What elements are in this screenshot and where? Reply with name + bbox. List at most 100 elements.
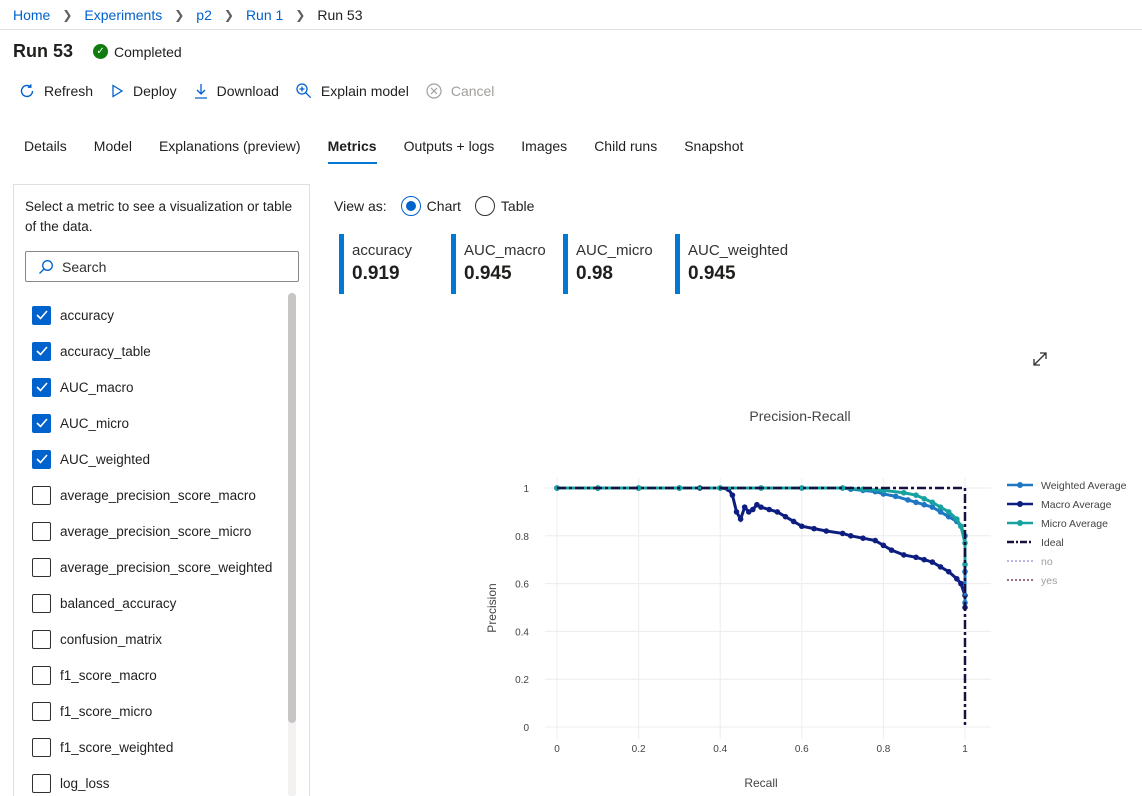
metric-item[interactable]: f1_score_macro	[32, 657, 292, 693]
refresh-icon	[20, 84, 34, 98]
y-tick-label: 1	[523, 484, 529, 495]
tab-model[interactable]: Model	[93, 138, 132, 154]
view-as-group: View as: Chart Table	[334, 196, 534, 216]
data-point	[839, 530, 846, 537]
metric-checkbox[interactable]	[32, 593, 51, 613]
metric-checkbox[interactable]	[32, 665, 51, 685]
search-icon	[39, 259, 53, 274]
search-input[interactable]: Search	[25, 251, 299, 282]
legend-marker	[1017, 501, 1023, 507]
metric-item[interactable]: AUC_macro	[32, 369, 292, 405]
tab-child-runs[interactable]: Child runs	[594, 138, 658, 154]
cancel-button[interactable]: Cancel	[425, 82, 495, 100]
metric-item[interactable]: log_loss	[32, 765, 292, 796]
metric-label: log_loss	[60, 775, 110, 791]
data-point	[823, 528, 830, 534]
cancel-icon	[426, 83, 442, 99]
metric-checkbox[interactable]	[32, 737, 51, 757]
radio-chart[interactable]	[400, 196, 421, 216]
data-point	[750, 506, 756, 513]
view-chart-option[interactable]: Chart	[400, 196, 461, 216]
card-value: 0.945	[688, 263, 736, 284]
data-point	[937, 564, 944, 570]
data-point	[921, 495, 927, 502]
tab-explanations[interactable]: Explanations (preview)	[158, 138, 301, 154]
radio-table[interactable]	[474, 196, 495, 216]
metric-item[interactable]: f1_score_weighted	[32, 729, 292, 765]
tab-details[interactable]: Details	[24, 138, 67, 154]
metric-checkbox[interactable]	[32, 485, 51, 505]
metric-checkbox[interactable]	[32, 449, 51, 469]
metric-checkbox[interactable]	[32, 521, 51, 541]
metric-label: confusion_matrix	[60, 631, 163, 647]
status-badge: ✓ Completed	[93, 44, 182, 60]
refresh-button[interactable]: Refresh	[18, 82, 93, 100]
toolbar: Refresh Deploy Download Explain model Ca…	[18, 82, 510, 100]
expand-icon[interactable]	[1031, 350, 1049, 368]
data-point	[741, 504, 748, 510]
legend-entry: Micro Average	[1041, 518, 1108, 530]
metric-checkbox[interactable]	[32, 377, 51, 397]
metric-checkbox[interactable]	[32, 629, 51, 649]
tab-metrics[interactable]: Metrics	[327, 132, 377, 164]
tab-outputs-logs[interactable]: Outputs + logs	[403, 138, 495, 154]
data-point	[945, 513, 952, 520]
metric-checkbox[interactable]	[32, 701, 51, 721]
legend-entry: Ideal	[1041, 537, 1064, 549]
breadcrumb-experiments[interactable]: Experiments	[84, 6, 163, 23]
data-point	[954, 516, 960, 522]
data-point	[733, 509, 740, 515]
metric-item[interactable]: AUC_weighted	[32, 441, 292, 477]
metric-checkbox[interactable]	[32, 341, 51, 361]
data-point	[847, 533, 854, 539]
explain-model-button[interactable]: Explain model	[295, 82, 409, 100]
data-point	[745, 509, 752, 515]
page-title: Run 53	[13, 41, 74, 61]
view-table-option[interactable]: Table	[474, 196, 535, 216]
breadcrumb-experiment[interactable]: p2	[196, 6, 212, 23]
series-line-ideal	[557, 486, 967, 727]
tab-images[interactable]: Images	[521, 138, 568, 154]
breadcrumb-parent-run[interactable]: Run 1	[245, 6, 284, 23]
metric-label: average_precision_score_macro	[60, 487, 256, 503]
metric-checkbox[interactable]	[32, 557, 51, 577]
metric-item[interactable]: average_precision_score_weighted	[32, 549, 292, 585]
metric-item[interactable]: confusion_matrix	[32, 621, 292, 657]
metric-item[interactable]: average_precision_score_macro	[32, 477, 292, 513]
metric-label: balanced_accuracy	[60, 595, 177, 611]
x-tick-label: 0	[554, 744, 560, 755]
breadcrumb: Home ❯ Experiments ❯ p2 ❯ Run 1 ❯ Run 53	[0, 0, 1142, 30]
data-point	[954, 576, 960, 582]
breadcrumb-current: Run 53	[317, 6, 363, 23]
download-button[interactable]: Download	[193, 82, 279, 100]
legend-entry: no	[1041, 556, 1053, 568]
metric-label: average_precision_score_weighted	[60, 559, 273, 575]
y-axis-label: Precision	[485, 583, 499, 632]
metric-item[interactable]: AUC_micro	[32, 405, 292, 441]
metric-label: accuracy_table	[60, 343, 151, 359]
cancel-label: Cancel	[450, 83, 495, 99]
metric-checkbox[interactable]	[32, 305, 51, 325]
scrollbar-thumb[interactable]	[288, 293, 296, 723]
metric-item[interactable]: accuracy_table	[32, 333, 292, 369]
data-point	[929, 559, 936, 565]
view-table-label: Table	[500, 198, 535, 214]
x-tick-label: 0.2	[632, 744, 646, 755]
deploy-label: Deploy	[133, 83, 177, 99]
legend-marker	[1017, 520, 1023, 526]
data-point	[958, 523, 964, 530]
tab-snapshot[interactable]: Snapshot	[684, 138, 744, 154]
metric-item[interactable]: balanced_accuracy	[32, 585, 292, 621]
metric-item[interactable]: accuracy	[32, 297, 292, 333]
breadcrumb-home[interactable]: Home	[13, 6, 51, 23]
metric-item[interactable]: f1_score_micro	[32, 693, 292, 729]
tab-bar: Details Model Explanations (preview) Met…	[24, 132, 770, 164]
metric-item[interactable]: average_precision_score_micro	[32, 513, 292, 549]
metric-checkbox[interactable]	[32, 773, 51, 793]
checkmark-circle-icon: ✓	[93, 44, 109, 59]
metric-checkbox[interactable]	[32, 413, 51, 433]
data-point	[799, 485, 805, 491]
view-chart-label: Chart	[426, 198, 461, 214]
checkmark-icon	[35, 454, 48, 464]
deploy-button[interactable]: Deploy	[109, 83, 177, 99]
